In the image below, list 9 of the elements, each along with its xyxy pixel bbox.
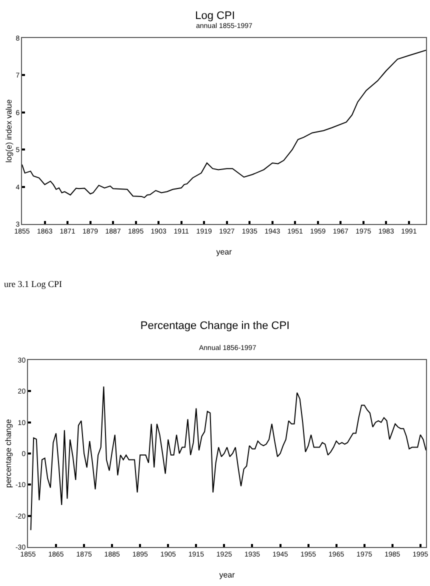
y-axis-title: percentage change	[4, 418, 14, 488]
chart-title: Percentage Change in the CPI	[140, 320, 290, 332]
x-axis-title: year	[216, 248, 232, 256]
line-series	[22, 50, 426, 198]
chart-title: Log CPI	[195, 10, 235, 22]
text: ure 3.1 Log CPI	[4, 279, 62, 289]
x-axis-title: year	[219, 570, 236, 580]
y-axis-title: log(e) index value	[4, 98, 14, 163]
line-series	[30, 386, 426, 531]
